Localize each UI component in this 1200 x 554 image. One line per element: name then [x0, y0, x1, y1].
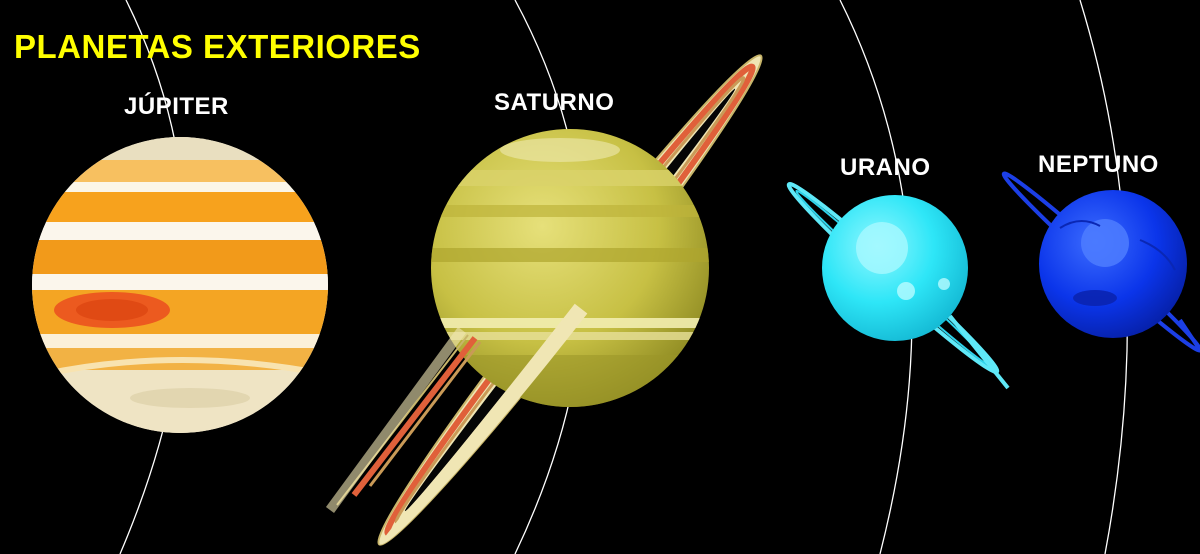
label-uranus: URANO: [840, 154, 931, 181]
neptune-planet: [1001, 171, 1200, 353]
label-saturn: SATURNO: [494, 89, 615, 116]
label-jupiter: JÚPITER: [124, 93, 229, 120]
uranus-planet: [786, 182, 1010, 390]
saturn-ring-front: [379, 303, 588, 545]
jupiter-planet: [32, 137, 328, 433]
saturn-ring-front-lines: [325, 327, 482, 513]
page-title: PLANETAS EXTERIORES: [14, 28, 421, 65]
label-neptune: NEPTUNO: [1038, 151, 1159, 178]
